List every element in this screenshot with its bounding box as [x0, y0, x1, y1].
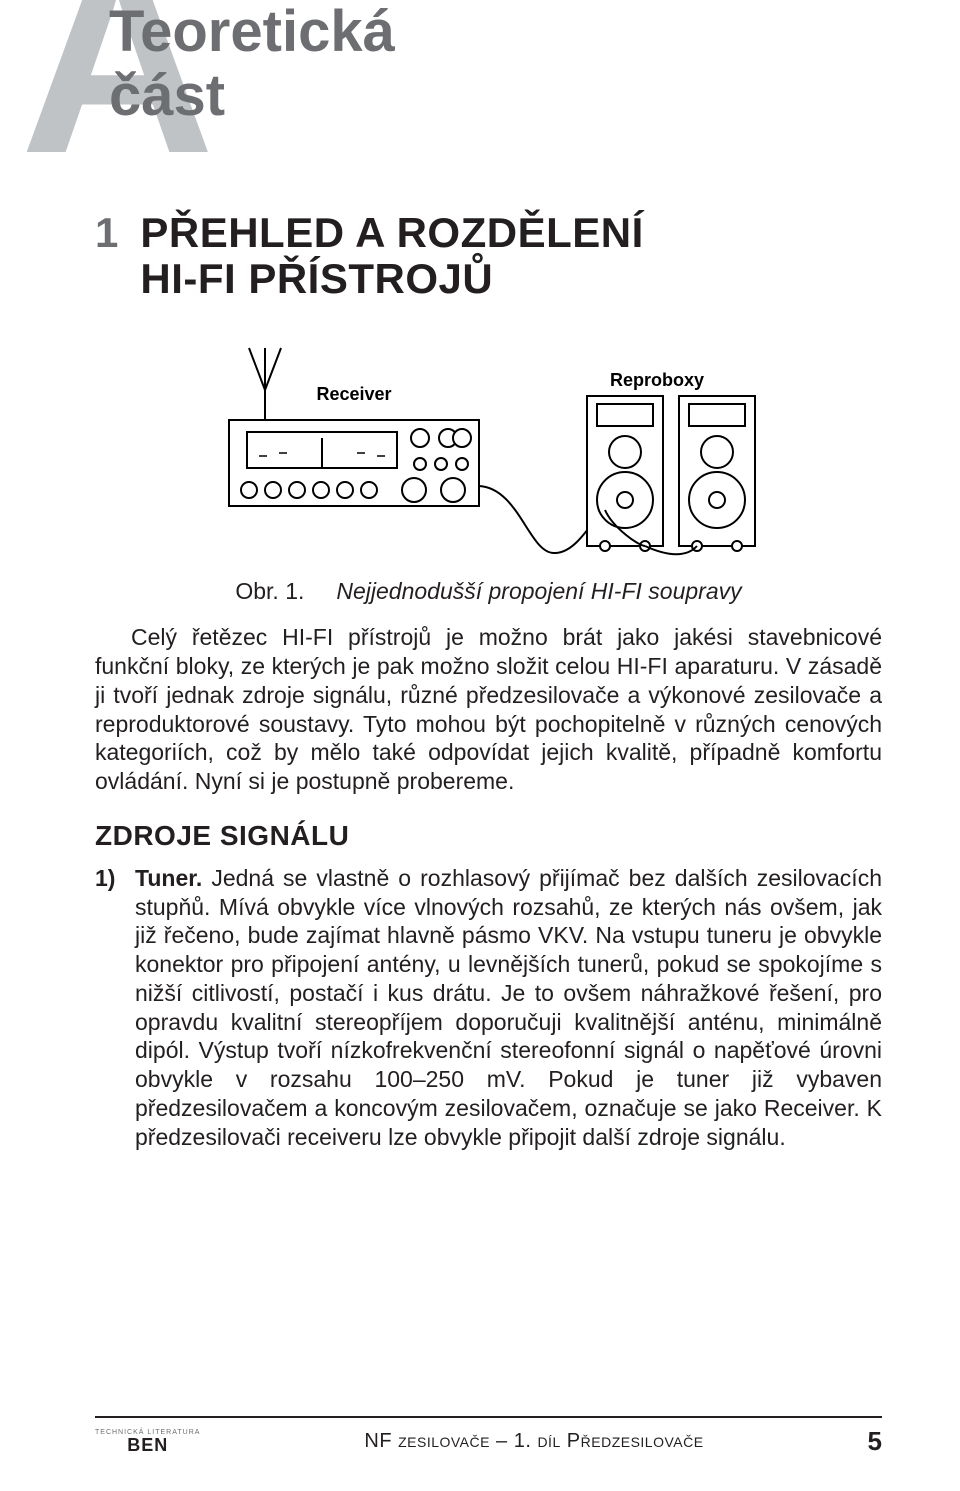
page-footer: TECHNICKÁ LITERATURA BEN NF zesilovače –…	[95, 1416, 882, 1457]
cable-icon-3	[645, 546, 697, 554]
subheading-zdroje: ZDROJE SIGNÁLU	[95, 820, 882, 852]
section-title-line2: část	[109, 63, 225, 128]
reproboxy-label: Reproboxy	[609, 370, 703, 390]
list-item-text: Tuner. Jedná se vlastně o rozhlasový při…	[135, 864, 882, 1152]
numbered-list: 1) Tuner. Jedná se vlastně o rozhlasový …	[95, 864, 882, 1152]
publisher-logo: TECHNICKÁ LITERATURA BEN	[95, 1429, 200, 1454]
footer-title: NF zesilovače – 1. díl Předzesilovače	[364, 1430, 703, 1453]
caption-prefix: Obr. 1.	[235, 578, 304, 604]
section-title: Teoretická část	[109, 0, 395, 128]
figure-caption: Obr. 1. Nejjednodušší propojení HI-FI so…	[95, 578, 882, 605]
page: A Teoretická část 1 PŘEHLED A ROZDĚLENÍ …	[0, 0, 960, 1491]
antenna-icon	[249, 348, 281, 420]
section-letter-header: A Teoretická část	[95, 0, 882, 200]
logo-text: BEN	[127, 1436, 168, 1454]
chapter-title-line1: PŘEHLED A ROZDĚLENÍ	[140, 209, 643, 256]
footer-title-rest: Předzesilovače	[561, 1430, 704, 1452]
chapter-title-line2: HI-FI PŘÍSTROJŮ	[140, 255, 493, 302]
caption-text: Nejjednodušší propojení HI-FI soupravy	[336, 578, 741, 604]
body-paragraph: Celý řetězec HI-FI přístrojů je možno br…	[95, 623, 882, 796]
body-text: Celý řetězec HI-FI přístrojů je možno br…	[95, 624, 882, 794]
list-item-bold: Tuner.	[135, 865, 202, 891]
list-marker: 1)	[95, 864, 125, 1152]
figure-diagram: Receiver	[95, 338, 882, 568]
chapter-title: PŘEHLED A ROZDĚLENÍ HI-FI PŘÍSTROJŮ	[140, 210, 643, 302]
chapter-heading: 1 PŘEHLED A ROZDĚLENÍ HI-FI PŘÍSTROJŮ	[95, 210, 882, 302]
list-item-body: Jedná se vlastně o rozhlasový přijímač b…	[135, 865, 882, 1150]
footer-title-sc: NF zesilovače – 1. díl	[364, 1430, 560, 1452]
receiver-label: Receiver	[316, 384, 391, 404]
list-item-1: 1) Tuner. Jedná se vlastně o rozhlasový …	[95, 864, 882, 1152]
speakers	[587, 396, 755, 546]
section-title-line1: Teoretická	[109, 0, 395, 64]
hifi-diagram-svg: Receiver	[209, 338, 769, 568]
page-number: 5	[868, 1426, 882, 1457]
chapter-number: 1	[95, 210, 118, 302]
receiver-box	[229, 420, 479, 506]
